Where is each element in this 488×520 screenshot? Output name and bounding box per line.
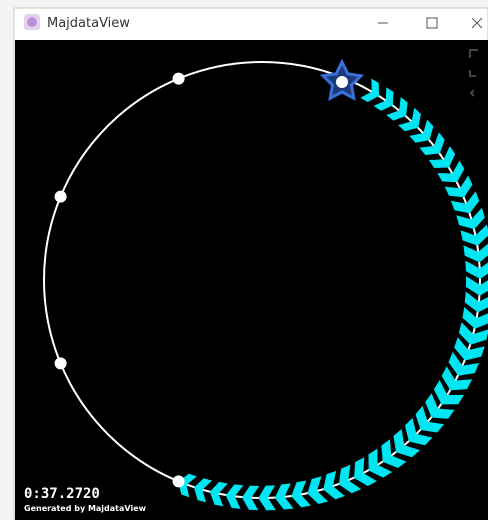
chevron [323, 470, 345, 500]
chevron [433, 379, 465, 405]
chevron [465, 259, 488, 280]
chevron [354, 457, 377, 487]
time-display: 0:37.2720 [24, 486, 100, 502]
chevron [448, 351, 480, 376]
chevron [462, 306, 488, 329]
chevron [291, 480, 311, 508]
chevron [465, 276, 488, 296]
chevron [241, 485, 260, 511]
chevron [425, 393, 455, 419]
chevron [415, 405, 445, 433]
chevron [225, 484, 244, 509]
chevron [464, 291, 488, 313]
maximize-button[interactable] [426, 17, 438, 29]
chevron [368, 448, 393, 478]
chevron [437, 160, 465, 183]
chevron [393, 428, 421, 458]
chevron [193, 478, 213, 503]
chevron [258, 485, 276, 511]
sensor-dot [172, 72, 185, 85]
sensor-dot [54, 357, 67, 370]
sensor-dot [172, 475, 185, 488]
window-title: MajdataView [47, 16, 130, 31]
chevron [360, 78, 380, 103]
chevron [381, 439, 407, 468]
star-note [319, 58, 365, 101]
chevron [454, 337, 485, 361]
chevron [274, 483, 294, 510]
chevron [450, 191, 480, 214]
chevron [398, 107, 421, 132]
chevron [209, 481, 228, 507]
chevron [338, 464, 362, 494]
chevron [458, 322, 488, 345]
chevron [444, 175, 473, 198]
chevron [404, 417, 433, 446]
chevron [456, 207, 485, 230]
chevron [409, 119, 434, 143]
chevron [419, 132, 445, 156]
chevron [463, 241, 488, 263]
chevron [428, 145, 456, 169]
close-button[interactable] [471, 17, 483, 29]
app-icon [24, 14, 40, 30]
chevron [460, 224, 488, 246]
chevron [441, 366, 473, 391]
sensor-dot [54, 190, 67, 203]
chevron [386, 96, 408, 121]
corner-marks [469, 49, 478, 97]
chevron [373, 87, 394, 111]
chevron [307, 476, 329, 505]
credit: Generated by MajdataView [24, 504, 147, 513]
